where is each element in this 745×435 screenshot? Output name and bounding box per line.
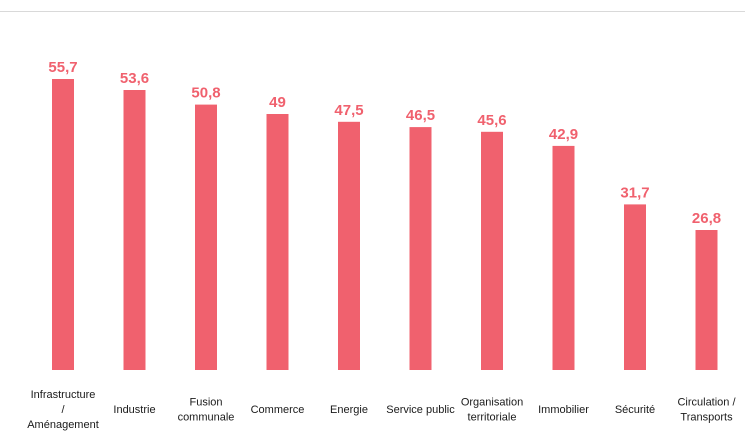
category-label-line: Fusion bbox=[189, 397, 222, 409]
category-label: Energie bbox=[330, 404, 368, 416]
bar-value-label: 31,7 bbox=[620, 184, 649, 201]
category-label-line: Energie bbox=[330, 404, 368, 416]
bar bbox=[266, 114, 289, 370]
bar bbox=[338, 121, 360, 370]
category-label-line: Aménagement bbox=[27, 419, 99, 431]
category-label: Commerce bbox=[251, 404, 305, 416]
category-label: Sécurité bbox=[615, 404, 655, 416]
bar bbox=[481, 131, 503, 370]
category-label-line: Commerce bbox=[251, 404, 305, 416]
bar bbox=[552, 145, 575, 370]
category-label: Fusion communale bbox=[178, 397, 235, 424]
category-label-line: territoriale bbox=[468, 412, 517, 424]
bar-value-label: 47,5 bbox=[334, 102, 363, 119]
category-label-line: Immobilier bbox=[538, 404, 589, 416]
bar bbox=[695, 230, 718, 370]
bar-value-label: 50,8 bbox=[191, 85, 220, 102]
bar-value-label: 53,6 bbox=[120, 70, 149, 87]
category-label-line: Infrastructure bbox=[31, 389, 96, 401]
bars-group bbox=[52, 79, 718, 370]
category-label: Immobilier bbox=[538, 404, 589, 416]
category-label-line: / bbox=[61, 404, 65, 416]
bar-value-label: 46,5 bbox=[406, 107, 435, 124]
category-label-line: Transports bbox=[680, 412, 733, 424]
value-labels-group: 55,7 53,6 50,8 49 47,5 46,5 45,6 42,9 31,7 26,8 bbox=[48, 59, 721, 227]
bar bbox=[624, 204, 646, 370]
bar bbox=[52, 79, 74, 370]
category-label-line: Organisation bbox=[461, 397, 523, 409]
bar-value-label: 49 bbox=[269, 94, 286, 111]
bar-value-label: 45,6 bbox=[477, 112, 506, 129]
category-label: Industrie bbox=[113, 404, 155, 416]
category-label-line: Circulation / bbox=[677, 397, 736, 409]
bar-value-label: 42,9 bbox=[549, 126, 578, 143]
category-label-line: communale bbox=[178, 412, 235, 424]
category-label-line: Industrie bbox=[113, 404, 155, 416]
category-label-line: Service public bbox=[386, 404, 455, 416]
bar bbox=[123, 90, 146, 370]
category-label: Service public bbox=[386, 404, 455, 416]
category-label-line: Sécurité bbox=[615, 404, 655, 416]
category-label: Circulation / Transports bbox=[677, 397, 736, 424]
category-label: Organisation territoriale bbox=[461, 397, 523, 424]
category-labels-group: Infrastructure / Aménagement Industrie Fusio… bbox=[27, 389, 736, 431]
category-label: Infrastructure / Aménagement bbox=[27, 389, 99, 431]
top-divider bbox=[0, 11, 745, 12]
bar bbox=[195, 104, 217, 370]
bar-value-label: 55,7 bbox=[48, 59, 77, 76]
bar-value-label: 26,8 bbox=[692, 210, 721, 227]
bar bbox=[409, 127, 432, 370]
